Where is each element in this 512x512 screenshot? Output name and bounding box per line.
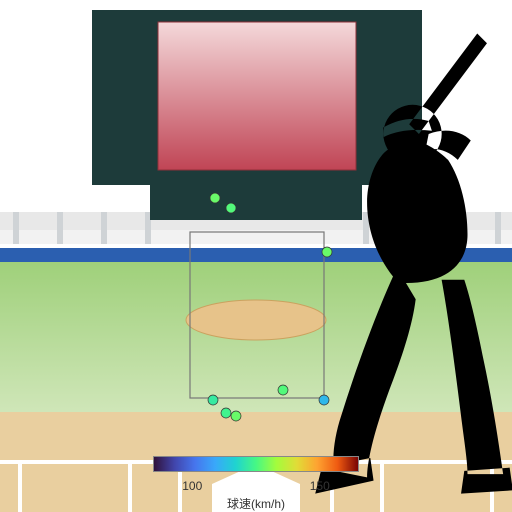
legend-tick: 150 <box>310 479 330 493</box>
pitch-markers <box>0 0 512 512</box>
speed-legend: 100 150 球速(km/h) <box>0 456 512 512</box>
pitch-marker <box>278 385 288 395</box>
pitch-marker <box>319 395 329 405</box>
pitch-marker <box>221 408 231 418</box>
legend-colorbar <box>153 456 359 472</box>
pitch-marker <box>322 247 332 257</box>
pitch-marker <box>226 203 236 213</box>
pitch-location-chart: 100 150 球速(km/h) <box>0 0 512 512</box>
legend-label: 球速(km/h) <box>0 495 512 512</box>
legend-tick: 100 <box>182 479 202 493</box>
pitch-marker <box>231 411 241 421</box>
legend-ticks: 100 150 <box>154 479 358 493</box>
pitch-marker <box>210 193 220 203</box>
pitch-marker <box>208 395 218 405</box>
